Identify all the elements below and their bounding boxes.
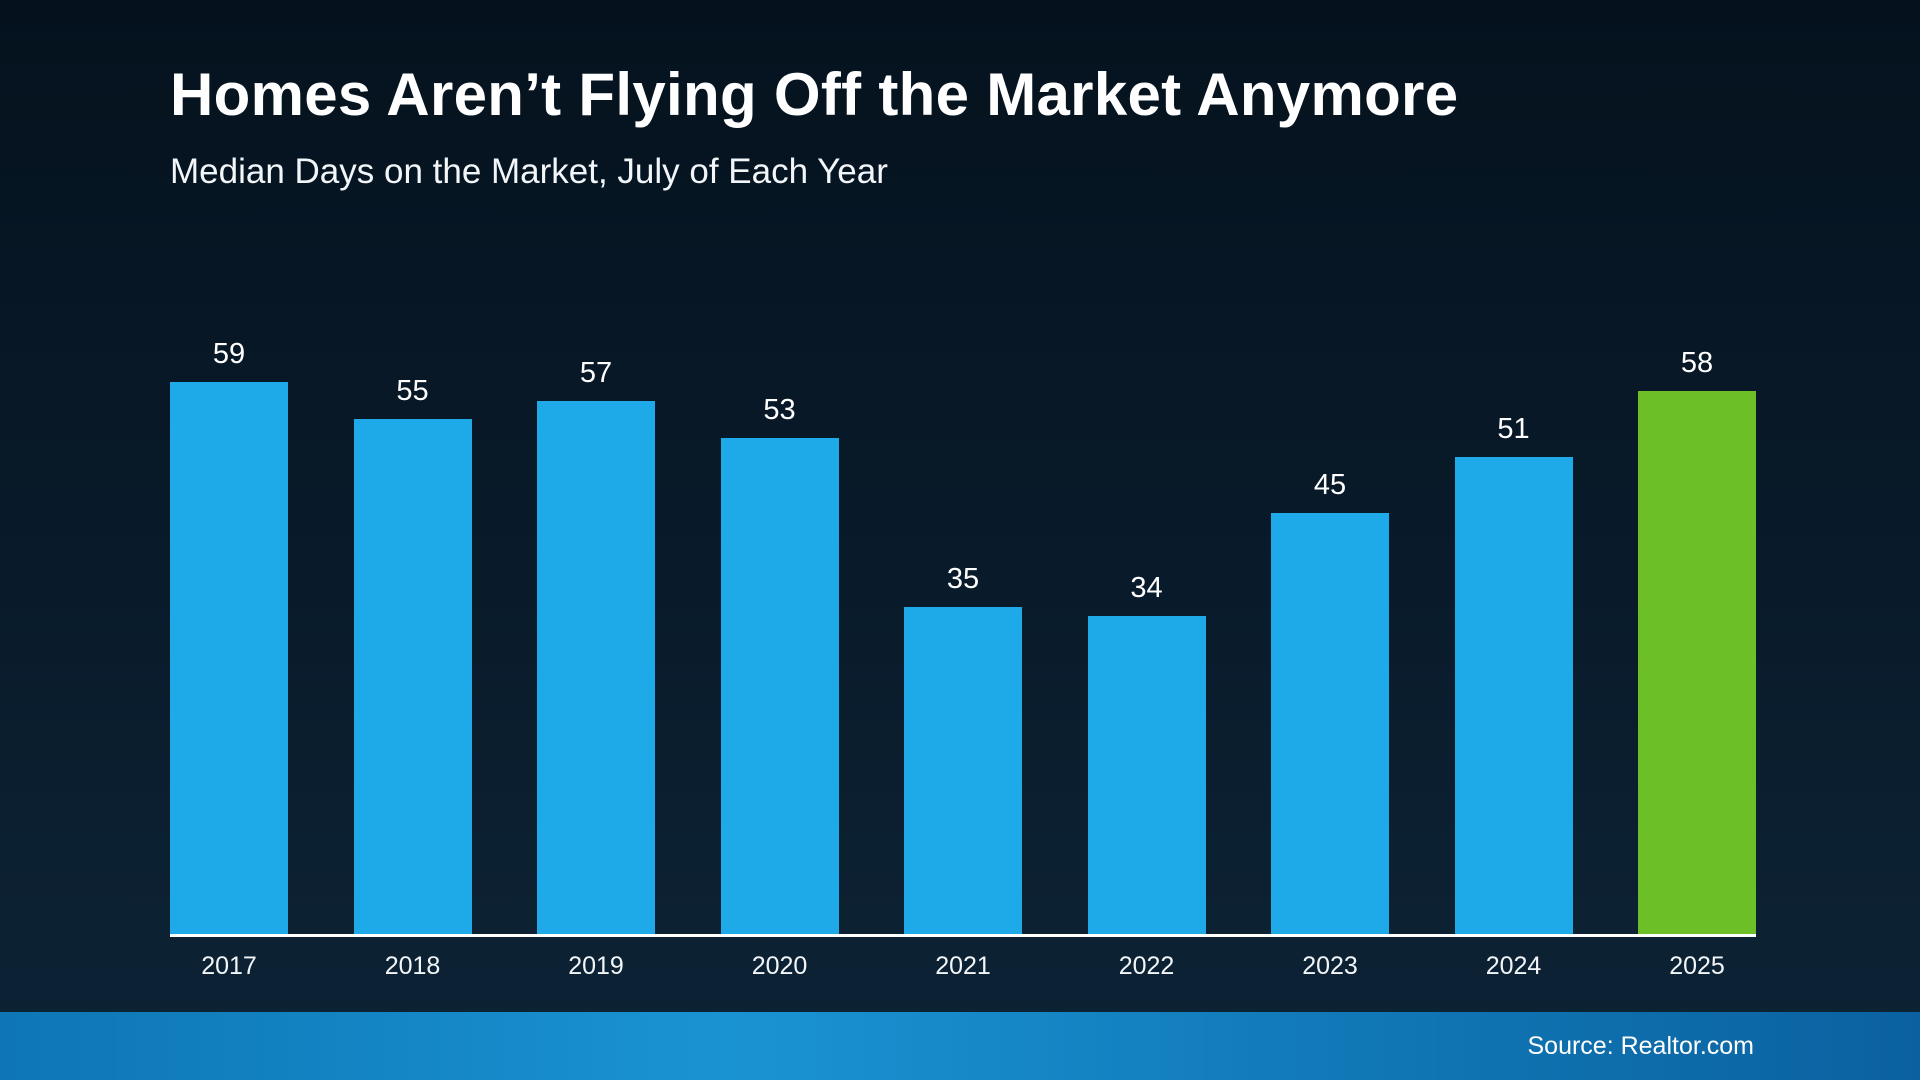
x-axis-label: 2019 xyxy=(568,952,624,980)
bar-2020 xyxy=(720,438,839,934)
chart-subtitle: Median Days on the Market, July of Each … xyxy=(170,152,888,191)
chart-header: Homes Aren’t Flying Off the Market Anymo… xyxy=(170,62,1458,192)
x-axis-labels: 2017 2018 2019 2020 2021 2022 2023 2024 2025 xyxy=(170,952,1756,981)
x-axis-label: 2018 xyxy=(384,952,441,980)
bar-value-label: 57 xyxy=(579,357,613,389)
bar-value-label: 51 xyxy=(1497,413,1530,445)
bar-2024 xyxy=(1454,457,1573,934)
bar-2021 xyxy=(904,607,1022,934)
x-axis-label: 2021 xyxy=(935,952,991,980)
bar-value-label: 45 xyxy=(1313,469,1347,501)
x-axis-label: 2024 xyxy=(1485,952,1542,980)
x-axis-label: 2025 xyxy=(1669,952,1725,980)
bar-value-label: 58 xyxy=(1680,347,1714,379)
x-axis-label: 2023 xyxy=(1302,952,1358,980)
bar-value-label: 35 xyxy=(946,563,980,595)
x-axis-label: 2022 xyxy=(1118,952,1175,980)
x-axis-label: 2017 xyxy=(201,952,257,980)
bar-column: 59 xyxy=(170,338,288,934)
bar-2023 xyxy=(1271,513,1389,934)
bar-2022 xyxy=(1087,616,1206,934)
bar-value-label: 55 xyxy=(396,375,429,407)
bar-column: 57 xyxy=(537,357,655,934)
bar-2019 xyxy=(537,401,655,934)
bar-column: 55 xyxy=(353,375,472,934)
bar-chart: 59 55 57 53 35 34 45 51 58 2017 2018 2019 2020 2021 2… xyxy=(170,338,1756,981)
bar-column: 58 xyxy=(1638,347,1756,934)
bar-column: 35 xyxy=(904,563,1022,934)
bar-value-label: 59 xyxy=(212,338,246,370)
bar-2025 xyxy=(1638,391,1756,934)
bar-value-label: 34 xyxy=(1130,572,1163,604)
x-axis-label: 2020 xyxy=(751,952,808,980)
bar-2017 xyxy=(170,382,288,934)
bar-column: 34 xyxy=(1087,572,1206,934)
source-attribution: Source: Realtor.com xyxy=(1527,1031,1755,1060)
footer-band: Source: Realtor.com xyxy=(0,1012,1920,1080)
bar-column: 53 xyxy=(720,394,839,934)
bar-2018 xyxy=(353,419,472,934)
bar-column: 51 xyxy=(1454,413,1573,934)
bar-column: 45 xyxy=(1271,469,1389,934)
bar-value-label: 53 xyxy=(763,394,796,426)
bars-row: 59 55 57 53 35 34 45 51 58 xyxy=(170,338,1756,937)
chart-title: Homes Aren’t Flying Off the Market Anymo… xyxy=(170,61,1459,128)
